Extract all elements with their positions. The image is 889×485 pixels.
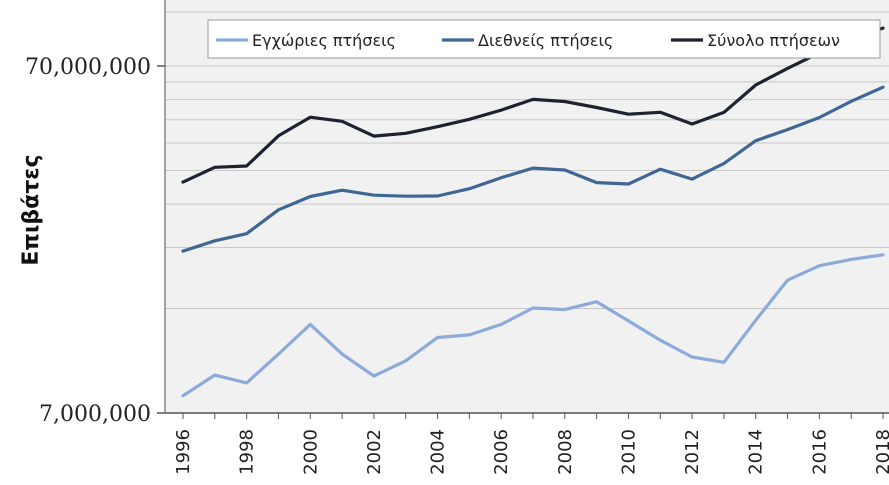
legend: Εγχώριες πτήσεις Διεθνείς πτήσεις Σύνολο π… xyxy=(207,19,881,59)
x-tick-label: 2008 xyxy=(555,429,576,475)
series-lines xyxy=(181,26,885,398)
x-tick-label: 2000 xyxy=(300,429,321,475)
x-tick-label: 2018 xyxy=(873,429,889,475)
x-tick-label: 2010 xyxy=(618,429,639,475)
x-tick-label: 2012 xyxy=(682,429,703,475)
plot-area xyxy=(165,0,889,413)
gridlines xyxy=(165,11,889,310)
x-tick-label: 1996 xyxy=(173,429,194,475)
x-tick-label: 2006 xyxy=(491,429,512,475)
y-axis-label: Επιβάτες xyxy=(19,154,44,265)
x-tick-label: 2016 xyxy=(809,429,830,475)
legend-box xyxy=(207,19,881,59)
legend-label: Διεθνείς πτήσεις xyxy=(478,31,613,50)
y-axis-ticks: 70,000,000 7,000,000 xyxy=(25,55,165,427)
legend-label: Εγχώριες πτήσεις xyxy=(252,31,396,50)
legend-label: Σύνολο πτήσεων xyxy=(707,31,840,50)
y-tick-label: 70,000,000 xyxy=(25,55,151,80)
series-line xyxy=(181,26,885,184)
series-line xyxy=(181,253,885,398)
x-tick-label: 2004 xyxy=(428,429,449,475)
x-tick-label: 2002 xyxy=(364,429,385,475)
x-axis-ticks: 1996 1998 2000 2002 2004 2006 2008 2010 2012 2014… xyxy=(173,413,889,475)
x-tick-label: 2014 xyxy=(746,429,767,475)
series-line xyxy=(181,85,885,253)
x-tick-label: 1998 xyxy=(237,429,258,475)
y-tick-label: 7,000,000 xyxy=(39,402,151,427)
